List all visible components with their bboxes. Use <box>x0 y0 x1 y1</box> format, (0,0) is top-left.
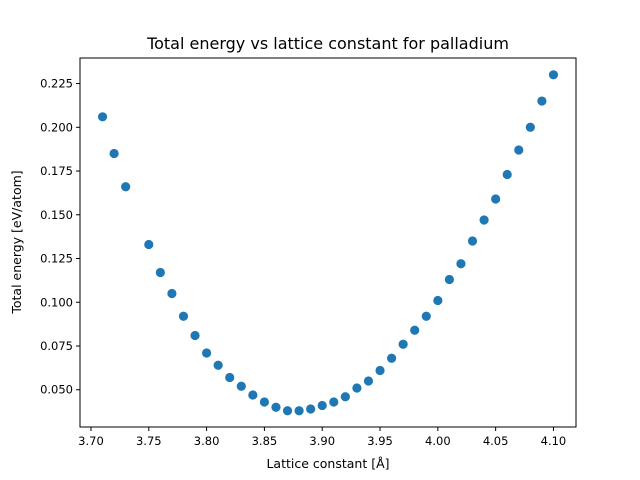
data-point <box>144 239 154 250</box>
data-point <box>525 122 535 132</box>
data-point <box>225 372 235 383</box>
x-tick-label: 3.75 <box>136 434 162 448</box>
x-tick-label: 3.90 <box>309 434 335 448</box>
data-point <box>386 353 397 363</box>
y-tick-label: 0.150 <box>40 208 73 222</box>
data-point <box>294 406 304 416</box>
y-tick-label: 0.200 <box>40 120 73 134</box>
x-axis-label: Lattice constant [Å] <box>266 456 389 471</box>
x-tick-label: 3.95 <box>367 434 393 448</box>
data-point <box>491 194 501 204</box>
data-point <box>282 406 293 416</box>
data-point <box>479 215 489 225</box>
data-point <box>410 325 420 335</box>
data-point <box>352 383 362 393</box>
data-point <box>433 295 443 306</box>
y-tick-label: 0.125 <box>40 252 73 266</box>
data-point <box>329 397 339 407</box>
data-point <box>537 96 547 106</box>
data-point <box>236 381 246 391</box>
data-point <box>444 274 454 285</box>
data-point <box>178 311 189 321</box>
y-tick-label: 0.075 <box>40 339 73 353</box>
data-point <box>190 330 200 341</box>
data-point <box>202 348 212 358</box>
x-tick-label: 3.80 <box>194 434 220 448</box>
y-tick-label: 0.175 <box>40 164 73 178</box>
x-tick-label: 4.05 <box>483 434 509 448</box>
data-point <box>502 169 512 180</box>
data-point <box>340 392 350 402</box>
data-point <box>121 182 131 192</box>
y-tick-label: 0.225 <box>40 77 73 91</box>
data-point <box>421 311 431 321</box>
chart-title: Total energy vs lattice constant for pal… <box>146 34 509 53</box>
data-point <box>248 390 258 400</box>
data-point <box>363 376 374 386</box>
x-tick-label: 3.85 <box>252 434 278 448</box>
data-point <box>375 365 385 376</box>
data-point <box>155 267 165 278</box>
x-tick-label: 4.10 <box>541 434 567 448</box>
plot-area-frame <box>79 57 577 428</box>
x-tick-label: 4.00 <box>425 434 451 448</box>
x-tick-label: 3.70 <box>78 434 104 448</box>
data-point <box>167 288 177 299</box>
data-point <box>514 145 524 155</box>
y-axis-label: Total energy [eV/atom] <box>9 170 24 314</box>
y-tick-label: 0.100 <box>40 295 73 309</box>
data-point <box>398 339 408 349</box>
data-point <box>548 70 559 80</box>
data-point <box>271 402 281 412</box>
data-point <box>109 148 119 159</box>
data-point <box>456 259 466 269</box>
data-point <box>213 360 223 370</box>
data-point <box>317 400 327 411</box>
axis-ticks: 3.70 3.75 3.80 3.85 3.90 3.95 4.00 4.05 4.10 0.05… <box>40 77 566 448</box>
data-points <box>97 70 559 416</box>
data-point <box>306 404 316 414</box>
data-point <box>97 112 108 122</box>
data-point <box>259 397 270 407</box>
data-point <box>467 236 478 246</box>
y-tick-label: 0.050 <box>40 383 73 397</box>
